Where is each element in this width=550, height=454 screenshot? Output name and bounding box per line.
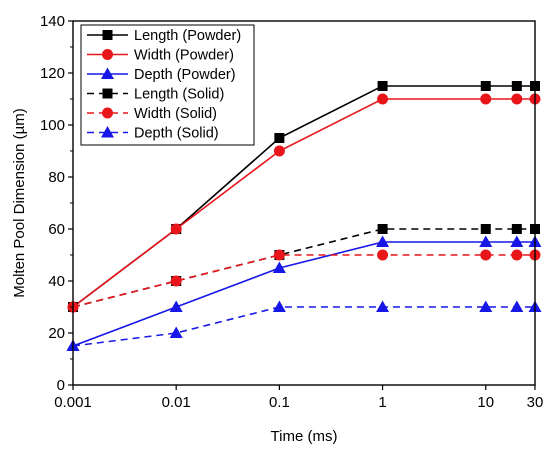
y-tick-label: 60	[48, 221, 65, 238]
data-point	[377, 93, 389, 105]
y-tick-label: 80	[48, 169, 65, 186]
y-tick-label: 140	[40, 13, 65, 30]
data-point	[479, 300, 493, 312]
data-point	[376, 235, 390, 247]
legend-item: Width (Solid)	[87, 106, 217, 122]
data-point	[511, 249, 523, 261]
legend-label: Length (Powder)	[134, 28, 241, 44]
y-tick-label: 0	[57, 377, 65, 394]
data-point	[273, 145, 285, 157]
x-tick-label: 1	[378, 394, 386, 411]
legend: Length (Powder) Width (Powder) Depth (Powd…	[80, 24, 255, 146]
data-point	[169, 300, 183, 312]
data-point	[272, 261, 286, 273]
data-point	[169, 326, 183, 338]
data-point	[480, 249, 492, 261]
legend-item: Depth (Powder)	[87, 67, 236, 83]
legend-marker	[102, 30, 113, 40]
data-point	[511, 93, 523, 105]
legend-label: Width (Powder)	[134, 48, 234, 64]
legend-item: Length (Powder)	[87, 28, 241, 44]
data-point	[377, 224, 388, 234]
data-point	[510, 300, 524, 312]
legend-item: Width (Powder)	[87, 48, 234, 64]
data-point	[377, 249, 389, 261]
legend-marker	[101, 67, 114, 79]
series-line	[72, 228, 535, 308]
data-point	[377, 81, 388, 91]
x-tick-label: 10	[477, 394, 494, 411]
data-point	[480, 93, 492, 105]
legend-box	[80, 24, 255, 146]
y-axis: 0 20 40 60 80 100 120 140	[40, 13, 73, 394]
data-point	[510, 235, 524, 247]
data-point	[274, 133, 285, 143]
data-point	[170, 275, 182, 287]
legend-item: Length (Solid)	[87, 87, 224, 103]
legend-label: Depth (Solid)	[134, 126, 219, 142]
series-3	[68, 224, 540, 312]
legend-label: Width (Solid)	[134, 106, 217, 122]
y-tick-label: 100	[40, 117, 65, 134]
data-point	[480, 81, 491, 91]
data-point	[480, 224, 491, 234]
legend-label: Depth (Powder)	[134, 67, 236, 83]
x-tick-label: 0.001	[54, 394, 92, 411]
data-point	[273, 249, 285, 261]
x-tick-label: 0.1	[269, 394, 290, 411]
legend-marker	[102, 49, 113, 60]
legend-label: Length (Solid)	[134, 87, 224, 103]
data-point	[511, 81, 522, 91]
data-point	[511, 224, 522, 234]
series-line	[72, 254, 535, 308]
series-line	[72, 306, 535, 347]
x-axis: 0.001 0.01 0.1 1 10 30	[54, 385, 543, 411]
legend-marker	[102, 88, 113, 99]
y-tick-label: 20	[48, 325, 65, 342]
series-4	[67, 249, 541, 313]
x-axis-title: Time (ms)	[271, 428, 338, 445]
series-layer	[66, 81, 542, 351]
series-line	[72, 241, 535, 347]
data-point	[376, 300, 390, 312]
legend-item: Depth (Solid)	[87, 126, 219, 142]
y-tick-label: 120	[40, 65, 65, 82]
legend-marker	[102, 107, 113, 119]
legend-marker	[101, 126, 114, 138]
data-point	[479, 235, 493, 247]
series-5	[66, 300, 542, 351]
data-point	[170, 223, 182, 235]
x-tick-label: 30	[527, 394, 544, 411]
y-axis-title: Molten Pool Dimension (µm)	[11, 108, 28, 298]
x-tick-label: 0.01	[162, 394, 191, 411]
y-tick-label: 40	[48, 273, 65, 290]
series-2	[66, 235, 542, 351]
data-point	[272, 300, 286, 312]
